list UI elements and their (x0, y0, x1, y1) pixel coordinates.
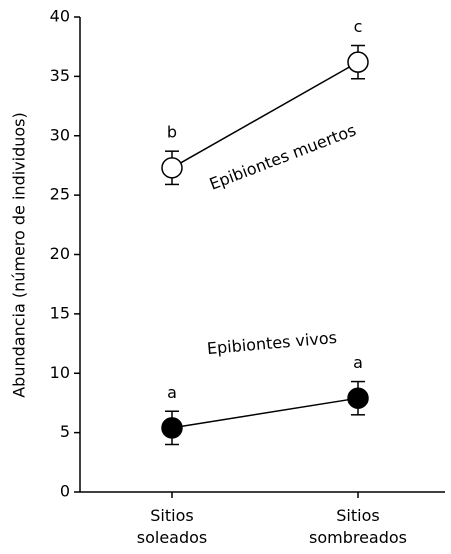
x-tick-label: Sitios sombreados (308, 506, 408, 547)
y-tick-label: 15 (50, 303, 70, 322)
series-line (171, 397, 359, 429)
x-tick-label: Sitios soleados (136, 506, 208, 547)
point (347, 387, 369, 409)
y-tick-label: 0 (60, 482, 70, 501)
series-line (171, 61, 359, 169)
y-tick-label: 40 (50, 7, 70, 26)
y-tick-label: 20 (50, 244, 70, 263)
y-tick-label: 30 (50, 125, 70, 144)
y-axis-title: Abundancia (número de individuos) (10, 112, 29, 398)
y-tick-label: 35 (50, 66, 70, 85)
series-label: Epibiontes vivos (206, 328, 337, 358)
y-tick-label: 25 (50, 185, 70, 204)
point-label: a (167, 383, 177, 402)
point (347, 51, 369, 73)
point-label: b (167, 123, 177, 142)
point-label: c (354, 17, 363, 36)
point (161, 157, 183, 179)
point (161, 417, 183, 439)
point-label: a (353, 353, 363, 372)
series-label: Epibiontes muertos (207, 120, 359, 193)
y-tick-label: 5 (60, 422, 70, 441)
y-tick-label: 10 (50, 363, 70, 382)
